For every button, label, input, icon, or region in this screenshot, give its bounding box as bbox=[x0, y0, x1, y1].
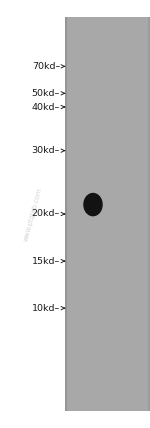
Bar bbox=[65, 17, 67, 411]
Text: www.ptglab.com: www.ptglab.com bbox=[23, 187, 43, 241]
Text: 10kd–: 10kd– bbox=[32, 303, 60, 313]
Text: 30kd–: 30kd– bbox=[32, 146, 60, 155]
Bar bbox=[148, 17, 150, 411]
Text: 40kd–: 40kd– bbox=[32, 102, 60, 112]
Text: 50kd–: 50kd– bbox=[32, 89, 60, 98]
Bar bbox=[65, 17, 150, 411]
Text: 70kd–: 70kd– bbox=[32, 62, 60, 71]
Ellipse shape bbox=[83, 193, 103, 217]
Text: 15kd–: 15kd– bbox=[32, 256, 60, 266]
Text: 20kd–: 20kd– bbox=[32, 209, 60, 219]
